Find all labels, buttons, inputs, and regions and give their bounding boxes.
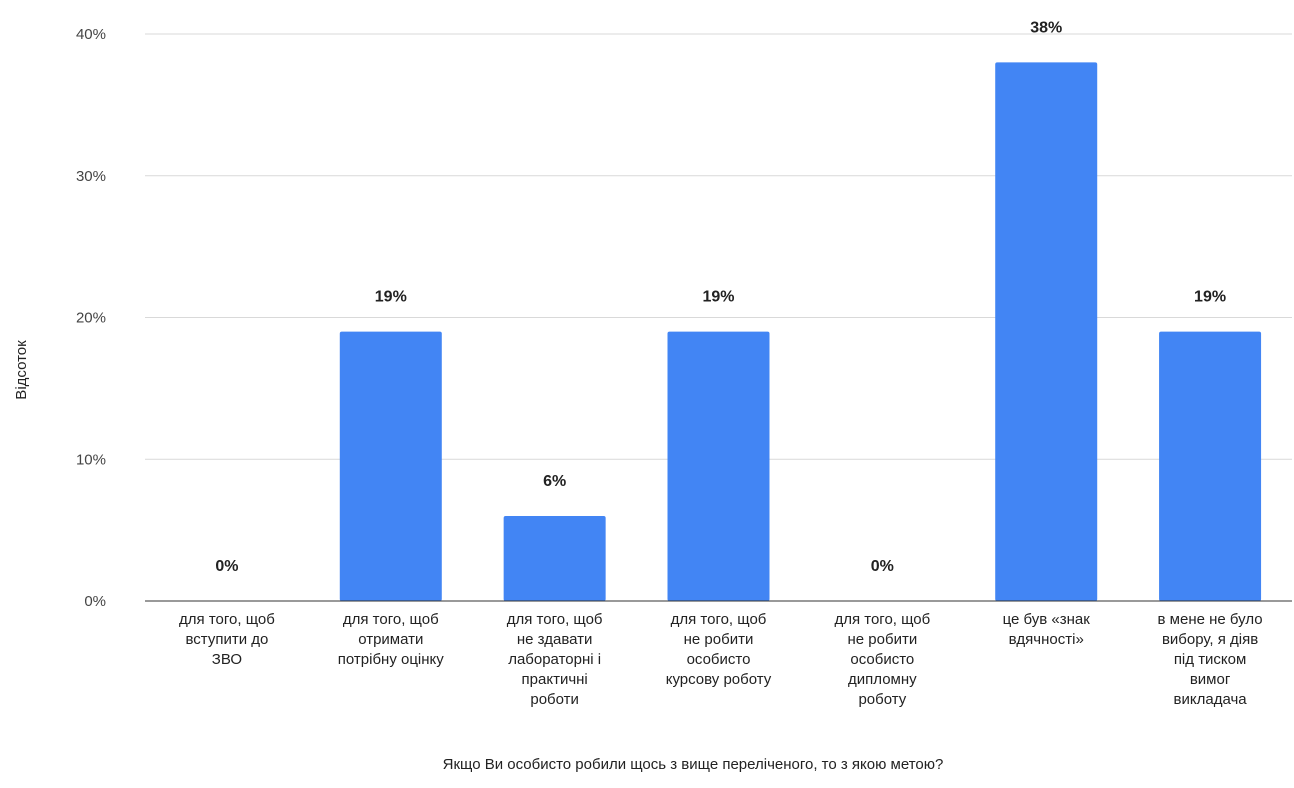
y-tick-label: 40%: [76, 26, 106, 43]
y-tick-label: 30%: [76, 168, 106, 185]
bar: [995, 62, 1098, 602]
y-tick-label: 20%: [76, 310, 106, 327]
y-axis-title: Відсоток: [13, 340, 30, 400]
x-tick-label: для того, щоб не здавати лабораторні і прак…: [507, 611, 603, 708]
bar: [339, 331, 442, 601]
y-axis-ticks: 0% 10% 20% 30% 40%: [76, 26, 106, 610]
x-tick-label: для того, щоб не робити особисто курсову ро…: [666, 611, 772, 688]
x-tick-label: для того, щоб отримати потрібну оцінку: [338, 611, 445, 668]
x-tick-label: для того, щоб вступити до ЗВО: [179, 611, 275, 668]
bar: [1159, 331, 1262, 601]
bar-value-label: 0%: [871, 558, 894, 575]
bar-value-label: 6%: [543, 473, 566, 490]
bar-value-label: 0%: [215, 558, 238, 575]
bar-value-label: 19%: [1194, 289, 1226, 306]
x-axis-categories: для того, щоб вступити до ЗВО для того, щоб…: [179, 611, 1263, 708]
x-tick-label: це був «знак вдячності»: [1003, 611, 1091, 648]
bars: [339, 62, 1262, 602]
x-tick-label: в мене не було вибору, я діяв під тиском ви…: [1158, 611, 1263, 708]
x-tick-label: для того, щоб не робити особисто дипломну ро…: [834, 611, 930, 708]
bar-value-label: 19%: [702, 289, 734, 306]
bar-value-label: 19%: [375, 289, 407, 306]
bar-value-label: 38%: [1030, 19, 1062, 36]
value-labels: 0% 19% 6% 19% 0% 38% 19%: [215, 19, 1226, 575]
bar: [503, 515, 606, 601]
x-axis-title: Якщо Ви особисто робили щось з вище пере…: [443, 756, 944, 773]
bar: [667, 331, 770, 601]
y-tick-label: 0%: [84, 593, 106, 610]
y-tick-label: 10%: [76, 451, 106, 468]
